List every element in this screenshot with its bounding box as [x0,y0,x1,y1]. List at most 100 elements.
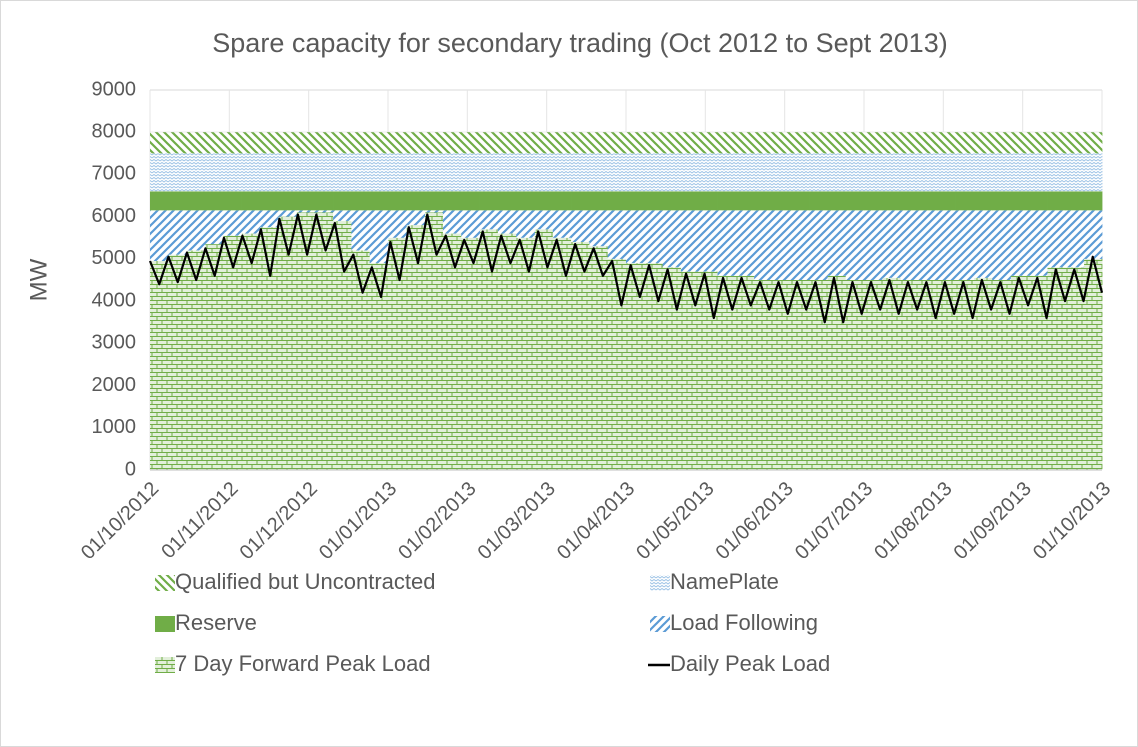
area-segment [754,132,773,154]
area-segment [790,191,810,211]
area-segment [388,153,407,192]
area-segment [241,153,261,192]
area-segment [1065,210,1085,268]
area-segment [680,153,700,192]
area-segment [937,132,956,154]
area-segment [461,153,480,192]
area-segment [790,280,810,470]
legend-label: Load Following [670,610,818,635]
area-segment [662,153,682,192]
area-segment [369,153,389,192]
area-segment [461,237,480,470]
area-segment [552,132,572,154]
x-tick-label: 01/07/2013 [791,478,877,564]
area-segment [735,191,755,211]
area-segment [864,191,883,211]
area-segment [680,132,700,154]
area-segment [241,132,261,154]
area-segment [827,132,847,154]
area-segment [150,153,169,192]
area-segment [1047,153,1066,192]
area-segment [223,210,242,236]
area-segment [644,210,664,264]
area-segment [442,233,462,470]
area-segment [461,191,480,211]
area-segment [369,191,389,211]
area-segment [1010,191,1030,211]
area-segment [589,210,609,247]
area-segment [882,153,902,192]
x-tick-label: 01/05/2013 [632,478,718,564]
area-segment [168,191,188,211]
area-segment [626,210,645,264]
area-segment [754,280,773,470]
area-segment [772,191,792,211]
area-segment [516,153,535,192]
area-segment [845,191,865,211]
area-segment [699,210,718,272]
area-segment [351,250,371,470]
area-segment [259,153,279,192]
area-segment [168,132,188,154]
area-segment [607,132,627,154]
area-segment [571,191,590,211]
area-segment [699,132,718,154]
area-segment [204,132,224,154]
area-segment [644,263,664,470]
area-segment [1028,191,1048,211]
area-segment [314,212,334,470]
area-segment [204,244,224,470]
area-segment [333,153,352,192]
area-segment [589,132,609,154]
area-segment [186,250,206,470]
area-segment [296,191,316,211]
area-segment [479,191,499,211]
area-segment [1047,132,1066,154]
area-segment [296,212,316,470]
area-segment [278,216,297,470]
area-segment [259,227,279,470]
area-segment [552,153,572,192]
area-segment [864,153,883,192]
area-segment [186,153,206,192]
area-segment [497,233,517,470]
area-segment [204,191,224,211]
area-segment [314,153,334,192]
area-segment [1028,210,1048,276]
area-segment [900,153,920,192]
area-segment [186,210,206,251]
area-segment [717,132,737,154]
legend-label: Reserve [175,610,257,635]
area-segment [607,258,627,470]
area-segment [864,132,883,154]
area-segment [424,191,444,211]
area-segment [1065,132,1085,154]
area-segment [735,275,755,470]
area-segment [314,191,334,211]
area-segment [772,132,792,154]
area-segment [516,191,535,211]
area-segment [845,153,865,192]
area-segment [735,153,755,192]
y-tick-label: 5000 [92,247,137,269]
area-segment [937,191,956,211]
area-segment [278,210,297,217]
area-segment [534,191,554,211]
area-segment [882,132,902,154]
area-segment [1010,210,1030,276]
area-segment [699,191,718,211]
x-tick-label: 01/12/2012 [236,478,322,564]
area-segment [754,191,773,211]
area-segment [552,191,572,211]
area-segment [626,191,645,211]
area-segment [534,153,554,192]
area-segment [809,210,828,280]
legend-swatch [155,575,175,591]
area-segment [516,210,535,238]
area-segment [406,153,426,192]
area-segment [516,132,535,154]
area-segment [150,210,169,261]
area-segment [186,191,206,211]
x-tick-label: 01/03/2013 [474,478,560,564]
